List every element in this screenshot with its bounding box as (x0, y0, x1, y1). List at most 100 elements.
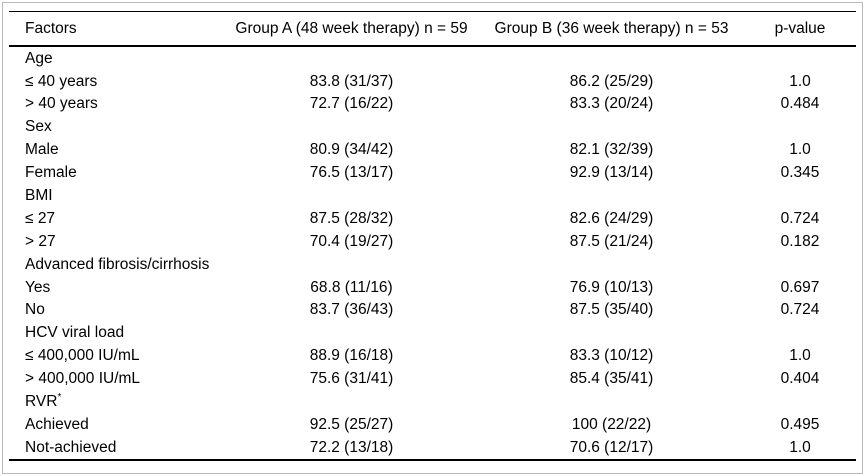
row-label-cell: Age (25, 49, 53, 67)
section-row: RVR* (9, 390, 856, 413)
col-header-factors: Factors (9, 11, 224, 47)
group-a-cell: 76.5 (13/17) (309, 164, 394, 182)
group-b-cell: 85.4 (35/41) (569, 370, 654, 388)
group-b-cell: 83.3 (10/12) (569, 347, 654, 365)
p-value-cell (744, 253, 856, 276)
section-row: Age (9, 46, 856, 70)
row-label-cell: Advanced fibrosis/cirrhosis (25, 255, 210, 273)
section-row: Advanced fibrosis/cirrhosis (9, 253, 856, 276)
group-b-cell: 76.9 (10/13) (569, 278, 654, 296)
row-label-cell: No (25, 301, 45, 319)
section-row: HCV viral load (9, 322, 856, 345)
group-a-cell: 92.5 (25/27) (309, 415, 394, 433)
p-value-cell (744, 184, 856, 207)
group-a-cell: 68.8 (11/16) (310, 278, 393, 296)
row-label-cell: ≤ 27 (25, 209, 56, 227)
p-value-cell: 1.0 (789, 141, 811, 159)
group-a-cell: 72.7 (16/22) (309, 95, 394, 113)
table-row: ≤ 400,000 IU/mL 88.9 (16/18) 83.3 (10/12… (9, 345, 856, 368)
table-row: Yes 68.8 (11/16) 76.9 (10/13) 0.697 (9, 276, 856, 299)
p-value-cell (744, 116, 856, 139)
table-row: Not-achieved 72.2 (13/18) 70.6 (12/17) 1… (9, 436, 856, 460)
p-value-cell: 1.0 (789, 438, 811, 456)
p-value-cell (744, 390, 856, 413)
col-header-group-b: Group B (36 week therapy) n = 53 (479, 11, 744, 47)
group-b-cell (479, 46, 744, 70)
row-label-cell: Achieved (25, 415, 89, 433)
group-a-cell (224, 322, 479, 345)
group-b-cell (479, 184, 744, 207)
group-a-cell: 88.9 (16/18) (309, 347, 394, 365)
table-row: > 40 years 72.7 (16/22) 83.3 (20/24) 0.4… (9, 93, 856, 116)
p-value-cell (744, 46, 856, 70)
table-row: ≤ 40 years 83.8 (31/37) 86.2 (25/29) 1.0 (9, 70, 856, 93)
row-label-cell: HCV viral load (25, 324, 125, 342)
row-label-cell: > 27 (25, 232, 56, 250)
p-value-cell: 0.495 (780, 415, 820, 433)
p-value-cell: 0.182 (780, 232, 820, 250)
p-value-cell: 0.484 (780, 95, 820, 113)
table-row: Achieved 92.5 (25/27) 100 (22/22) 0.495 (9, 413, 856, 436)
group-b-cell: 82.6 (24/29) (569, 209, 654, 227)
section-row: Sex (9, 116, 856, 139)
row-label-cell: Male (25, 141, 59, 159)
row-label-cell: Sex (25, 118, 52, 136)
group-b-cell: 86.2 (25/29) (569, 72, 654, 90)
group-b-cell: 83.3 (20/24) (569, 95, 654, 113)
row-label-cell: Yes (25, 278, 51, 296)
p-value-cell: 1.0 (789, 72, 811, 90)
table-body: Age ≤ 40 years 83.8 (31/37) 86.2 (25/29)… (9, 46, 856, 460)
group-a-cell (224, 46, 479, 70)
row-label-cell: > 40 years (25, 95, 98, 113)
group-b-cell: 92.9 (13/14) (569, 164, 654, 182)
row-label-cell: ≤ 400,000 IU/mL (25, 347, 140, 365)
p-value-cell: 0.724 (780, 209, 820, 227)
p-value-cell: 0.404 (780, 370, 820, 388)
table-row: Female 76.5 (13/17) 92.9 (13/14) 0.345 (9, 161, 856, 184)
row-label-cell: RVR* (25, 391, 62, 411)
group-b-cell: 100 (22/22) (571, 415, 652, 433)
group-b-cell (479, 116, 744, 139)
p-value-cell: 0.697 (780, 278, 820, 296)
group-a-cell (224, 390, 479, 413)
group-a-cell (224, 184, 479, 207)
footnote-marker: * (57, 391, 62, 403)
group-a-cell: 80.9 (34/42) (309, 141, 394, 159)
group-a-cell (224, 253, 479, 276)
group-a-cell: 75.6 (31/41) (309, 370, 394, 388)
row-label-cell: ≤ 40 years (25, 72, 98, 90)
row-label-cell: BMI (25, 187, 53, 205)
p-value-cell (744, 322, 856, 345)
group-b-cell (479, 322, 744, 345)
table-row: ≤ 27 87.5 (28/32) 82.6 (24/29) 0.724 (9, 207, 856, 230)
table-row: No 83.7 (36/43) 87.5 (35/40) 0.724 (9, 299, 856, 322)
p-value-cell: 1.0 (789, 347, 811, 365)
p-value-cell: 0.724 (780, 301, 820, 319)
group-a-cell: 72.2 (13/18) (309, 438, 394, 456)
table-row: > 27 70.4 (19/27) 87.5 (21/24) 0.182 (9, 230, 856, 253)
header-row: Factors Group A (48 week therapy) n = 59… (9, 11, 856, 47)
group-a-cell: 83.8 (31/37) (309, 72, 394, 90)
group-b-cell (479, 390, 744, 413)
table-row: Male 80.9 (34/42) 82.1 (32/39) 1.0 (9, 139, 856, 162)
row-label-cell: > 400,000 IU/mL (25, 370, 141, 388)
group-b-cell (479, 253, 744, 276)
row-label-cell: Female (25, 164, 77, 182)
row-label-cell: Not-achieved (25, 438, 117, 456)
group-b-cell: 70.6 (12/17) (569, 438, 654, 456)
table-header: Factors Group A (48 week therapy) n = 59… (9, 11, 856, 47)
p-value-cell: 0.345 (780, 164, 820, 182)
group-a-cell (224, 116, 479, 139)
col-header-p-value: p-value (744, 11, 856, 47)
group-b-cell: 87.5 (21/24) (569, 232, 654, 250)
section-row: BMI (9, 184, 856, 207)
group-b-cell: 87.5 (35/40) (569, 301, 654, 319)
group-b-cell: 82.1 (32/39) (569, 141, 654, 159)
group-a-cell: 83.7 (36/43) (309, 301, 394, 319)
table-row: > 400,000 IU/mL 75.6 (31/41) 85.4 (35/41… (9, 367, 856, 390)
group-a-cell: 70.4 (19/27) (309, 232, 394, 250)
factors-outcome-table: Factors Group A (48 week therapy) n = 59… (9, 11, 856, 462)
group-a-cell: 87.5 (28/32) (309, 209, 394, 227)
col-header-group-a: Group A (48 week therapy) n = 59 (224, 11, 479, 47)
